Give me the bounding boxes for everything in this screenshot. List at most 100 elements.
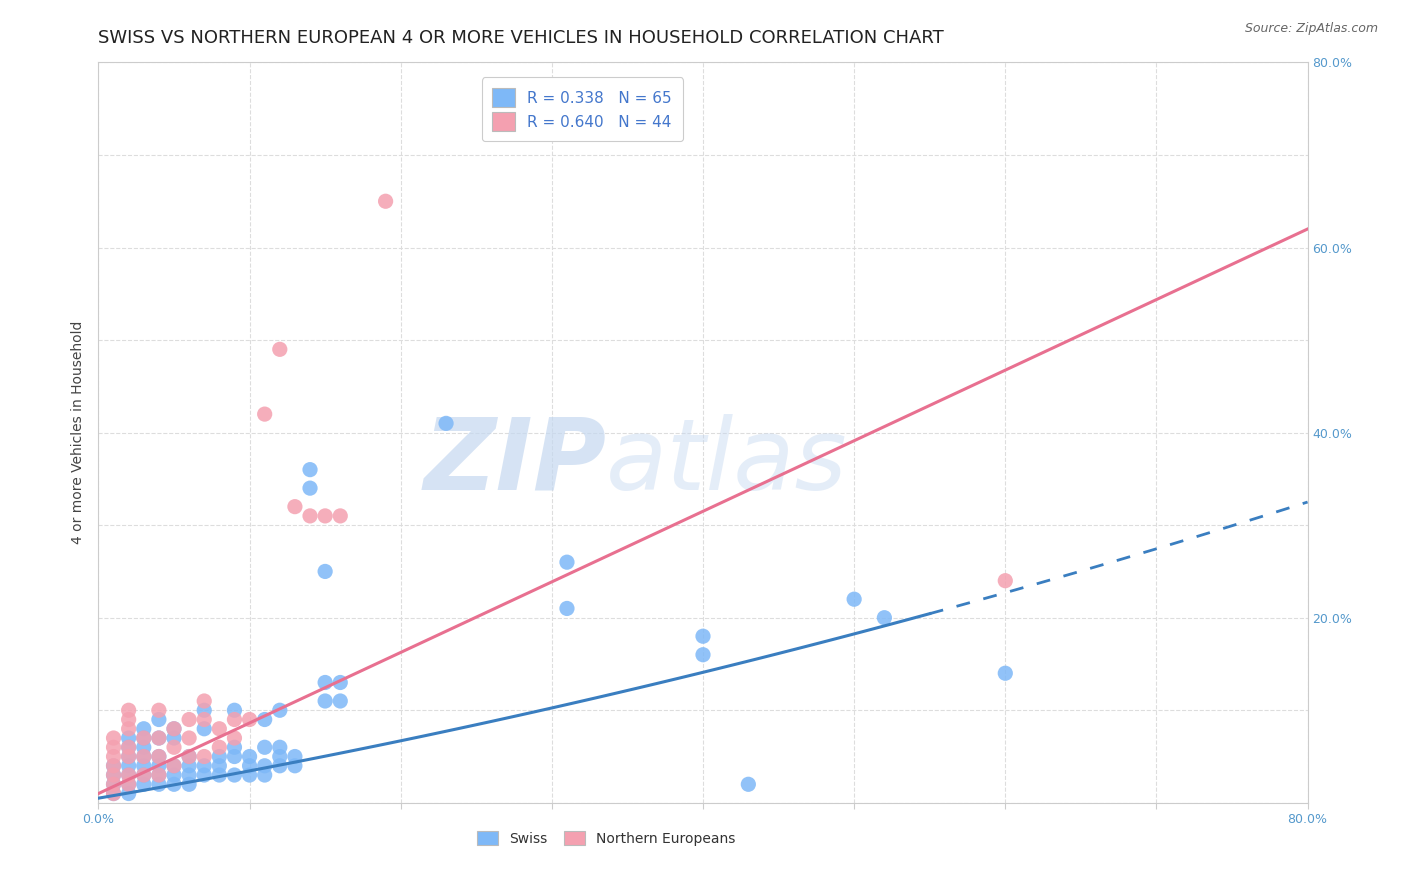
Point: [179, 713, 201, 727]
Point: [103, 787, 125, 801]
Point: [103, 777, 125, 791]
Point: [253, 407, 276, 421]
Point: [994, 574, 1017, 588]
Point: [118, 758, 141, 772]
Point: [329, 508, 352, 523]
Point: [118, 740, 141, 755]
Point: [269, 758, 291, 772]
Point: [179, 749, 201, 764]
Point: [193, 703, 215, 717]
Point: [103, 749, 125, 764]
Point: [118, 722, 141, 736]
Point: [692, 648, 714, 662]
Point: [118, 777, 141, 791]
Point: [314, 565, 336, 579]
Point: [148, 703, 170, 717]
Point: [239, 713, 262, 727]
Point: [163, 722, 186, 736]
Point: [253, 740, 276, 755]
Point: [179, 777, 201, 791]
Point: [224, 740, 246, 755]
Point: [193, 758, 215, 772]
Point: [132, 758, 155, 772]
Point: [253, 758, 276, 772]
Point: [163, 758, 186, 772]
Point: [179, 731, 201, 745]
Point: [193, 722, 215, 736]
Point: [148, 768, 170, 782]
Point: [103, 758, 125, 772]
Point: [118, 713, 141, 727]
Point: [555, 555, 578, 569]
Point: [103, 787, 125, 801]
Text: atlas: atlas: [606, 414, 848, 511]
Point: [284, 500, 307, 514]
Point: [179, 768, 201, 782]
Point: [118, 749, 141, 764]
Point: [434, 417, 457, 431]
Point: [103, 768, 125, 782]
Point: [269, 703, 291, 717]
Point: [132, 777, 155, 791]
Point: [132, 731, 155, 745]
Point: [253, 713, 276, 727]
Point: [132, 740, 155, 755]
Point: [148, 731, 170, 745]
Point: [118, 740, 141, 755]
Point: [329, 675, 352, 690]
Legend: Swiss, Northern Europeans: Swiss, Northern Europeans: [471, 825, 741, 851]
Point: [118, 777, 141, 791]
Point: [118, 731, 141, 745]
Point: [132, 731, 155, 745]
Point: [148, 749, 170, 764]
Point: [208, 758, 231, 772]
Point: [193, 768, 215, 782]
Point: [314, 694, 336, 708]
Point: [299, 508, 322, 523]
Point: [163, 758, 186, 772]
Point: [118, 703, 141, 717]
Point: [269, 749, 291, 764]
Point: [103, 768, 125, 782]
Point: [208, 740, 231, 755]
Point: [148, 749, 170, 764]
Point: [253, 768, 276, 782]
Point: [208, 768, 231, 782]
Point: [132, 749, 155, 764]
Point: [314, 675, 336, 690]
Point: [692, 629, 714, 643]
Text: SWISS VS NORTHERN EUROPEAN 4 OR MORE VEHICLES IN HOUSEHOLD CORRELATION CHART: SWISS VS NORTHERN EUROPEAN 4 OR MORE VEH…: [98, 29, 945, 47]
Point: [284, 749, 307, 764]
Point: [148, 768, 170, 782]
Point: [132, 768, 155, 782]
Point: [873, 610, 896, 624]
Point: [163, 768, 186, 782]
Point: [132, 768, 155, 782]
Point: [193, 694, 215, 708]
Point: [132, 722, 155, 736]
Point: [179, 758, 201, 772]
Point: [148, 777, 170, 791]
Point: [844, 592, 866, 607]
Point: [148, 758, 170, 772]
Point: [239, 758, 262, 772]
Point: [148, 713, 170, 727]
Point: [994, 666, 1017, 681]
Text: ZIP: ZIP: [423, 414, 606, 511]
Point: [118, 749, 141, 764]
Point: [374, 194, 396, 209]
Point: [179, 749, 201, 764]
Point: [103, 758, 125, 772]
Point: [103, 740, 125, 755]
Point: [208, 749, 231, 764]
Point: [193, 749, 215, 764]
Point: [239, 749, 262, 764]
Point: [284, 758, 307, 772]
Point: [224, 731, 246, 745]
Point: [224, 768, 246, 782]
Point: [132, 749, 155, 764]
Point: [118, 787, 141, 801]
Point: [224, 749, 246, 764]
Point: [148, 731, 170, 745]
Point: [163, 740, 186, 755]
